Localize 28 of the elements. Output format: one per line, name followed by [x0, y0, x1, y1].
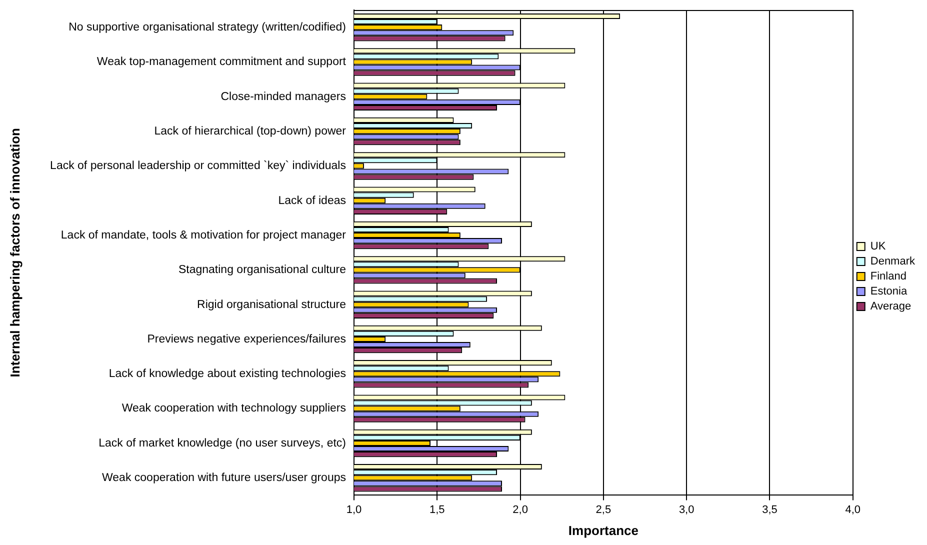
y-tick-label: Rigid organisational structure [197, 298, 346, 311]
legend-label: Finland [870, 270, 906, 283]
y-tick-label: No supportive organisational strategy (written/codified) [68, 22, 346, 34]
y-tick-label: Weak top-management commitment and support [96, 56, 347, 68]
x-tick-label: 2,0 [512, 504, 528, 516]
y-tick-label: Previews negative experiences/failures [147, 333, 346, 346]
y-tick-label: Lack of personal leadership or committed `key` individuals [50, 160, 346, 172]
x-tick-label: 3,5 [762, 504, 778, 516]
x-tick-label: 4,0 [845, 504, 861, 516]
legend-label: Denmark [870, 256, 916, 268]
legend-label: Average [870, 300, 912, 313]
x-tick-label: 1,0 [346, 504, 362, 516]
y-tick-label: Weak cooperation with future users/user groups [102, 472, 346, 484]
y-tick-label: Lack of mandate, tools & motivation for project manager [60, 229, 346, 242]
y-tick-label: Weak cooperation with technology suppliers [122, 402, 346, 415]
y-tick-label: Lack of ideas [278, 194, 346, 207]
y-tick-label: Close-minded managers [220, 90, 346, 103]
x-tick-label: 3,0 [678, 504, 694, 516]
x-tick-label: 1,5 [430, 504, 445, 516]
y-tick-label: Stagnating organisational culture [178, 264, 346, 276]
x-axis-title: Importance [568, 522, 638, 538]
y-tick-label: Lack of hierarchical (top-down) power [154, 125, 346, 138]
legend-label: Estonia [870, 286, 908, 298]
y-tick-label: Lack of knowledge about existing technologies [108, 368, 346, 380]
y-tick-label: Lack of market knowledge (no user surveys, etc) [98, 437, 346, 450]
x-tick-label: 2,5 [596, 504, 612, 516]
legend-label: UK [870, 240, 886, 253]
y-axis-title: Internal hampering factors of innovation [7, 128, 22, 378]
